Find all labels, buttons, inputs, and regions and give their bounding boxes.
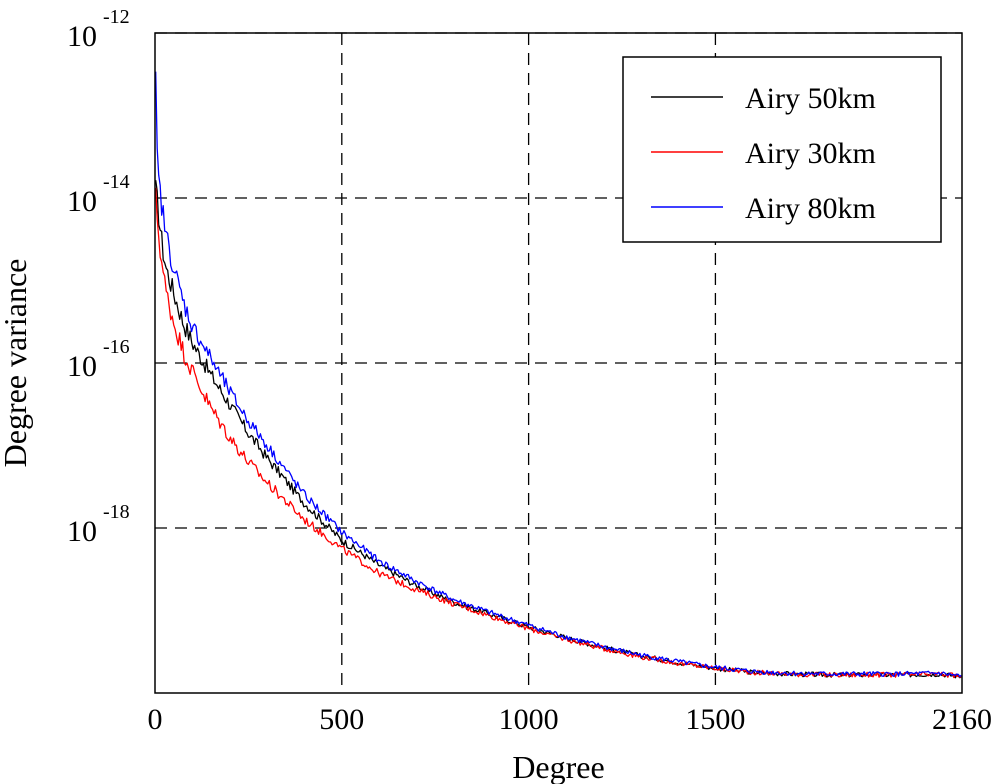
legend: Airy 50km Airy 30km Airy 80km bbox=[623, 57, 941, 242]
y-tick-exponent: -12 bbox=[103, 6, 130, 28]
y-tick-label: 10 -14 bbox=[67, 171, 130, 218]
y-tick-base: 10 bbox=[67, 185, 97, 218]
series-line-airy-50km bbox=[156, 180, 962, 678]
legend-label: Airy 30km bbox=[745, 137, 876, 170]
x-tick-label: 500 bbox=[319, 703, 364, 736]
series-line-airy-30km bbox=[156, 188, 962, 678]
y-tick-base: 10 bbox=[67, 20, 97, 53]
y-tick-exponent: -18 bbox=[103, 501, 130, 523]
y-tick-labels: 10 -12 10 -14 10 -16 10 -18 bbox=[67, 6, 130, 548]
y-tick-label: 10 -18 bbox=[67, 501, 130, 548]
y-tick-exponent: -16 bbox=[103, 336, 130, 358]
x-tick-labels: 0 500 1000 1500 2160 bbox=[148, 703, 993, 736]
x-tick-label: 2160 bbox=[932, 703, 992, 736]
y-tick-label: 10 -16 bbox=[67, 336, 130, 383]
x-axis-label: Degree bbox=[512, 749, 604, 784]
y-tick-label: 10 -12 bbox=[67, 6, 130, 53]
y-tick-base: 10 bbox=[67, 350, 97, 383]
legend-label: Airy 50km bbox=[745, 82, 876, 115]
y-tick-base: 10 bbox=[67, 515, 97, 548]
y-tick-exponent: -14 bbox=[103, 171, 130, 193]
degree-variance-chart: 0 500 1000 1500 2160 10 -12 10 -14 10 -16 10 -18 De… bbox=[0, 0, 1000, 784]
legend-label: Airy 80km bbox=[745, 192, 876, 225]
x-tick-label: 1500 bbox=[685, 703, 745, 736]
x-tick-label: 0 bbox=[148, 703, 163, 736]
y-axis-label: Degree variance bbox=[0, 259, 33, 468]
x-tick-label: 1000 bbox=[499, 703, 559, 736]
